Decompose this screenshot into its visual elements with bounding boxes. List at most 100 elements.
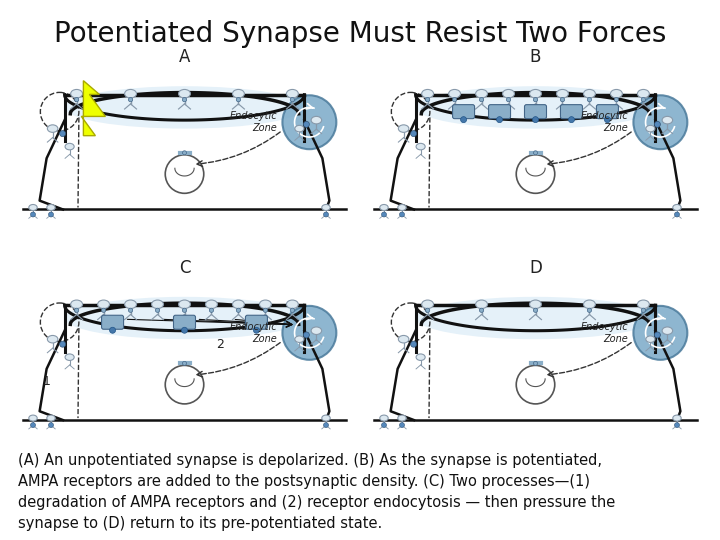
Ellipse shape (311, 327, 322, 334)
Circle shape (236, 308, 240, 312)
Ellipse shape (503, 90, 515, 98)
Circle shape (654, 332, 660, 338)
Ellipse shape (476, 300, 487, 308)
Circle shape (382, 423, 387, 428)
Circle shape (323, 423, 328, 428)
Circle shape (282, 306, 336, 360)
Circle shape (60, 131, 66, 137)
Circle shape (569, 117, 575, 123)
Ellipse shape (125, 90, 137, 98)
Circle shape (102, 308, 106, 312)
Circle shape (634, 306, 688, 360)
Ellipse shape (397, 205, 406, 211)
Ellipse shape (583, 90, 595, 98)
Circle shape (30, 212, 35, 217)
Ellipse shape (557, 90, 568, 98)
Text: B: B (530, 48, 541, 66)
Circle shape (303, 122, 310, 127)
Ellipse shape (233, 300, 244, 308)
Ellipse shape (65, 297, 305, 339)
Ellipse shape (71, 90, 83, 98)
Circle shape (452, 98, 456, 102)
Ellipse shape (48, 335, 58, 343)
Text: (A) An unpotentiated synapse is depolarized. (B) As the synapse is potentiated,
: (A) An unpotentiated synapse is depolari… (18, 453, 616, 531)
Ellipse shape (672, 205, 681, 211)
Circle shape (533, 117, 539, 123)
Ellipse shape (422, 300, 433, 308)
FancyBboxPatch shape (102, 315, 124, 329)
Circle shape (48, 423, 53, 428)
Circle shape (74, 308, 78, 312)
Text: A: A (179, 48, 190, 66)
Ellipse shape (529, 90, 541, 98)
Ellipse shape (205, 300, 217, 308)
Ellipse shape (152, 300, 163, 308)
Ellipse shape (398, 125, 409, 132)
Ellipse shape (637, 300, 649, 308)
Circle shape (60, 341, 66, 347)
FancyBboxPatch shape (524, 105, 546, 119)
Ellipse shape (672, 415, 681, 421)
FancyBboxPatch shape (246, 315, 267, 329)
Text: Endocytic
Zone: Endocytic Zone (581, 111, 629, 133)
Ellipse shape (179, 90, 191, 98)
Circle shape (675, 212, 680, 217)
Ellipse shape (646, 336, 655, 342)
Ellipse shape (416, 143, 426, 150)
Circle shape (497, 117, 503, 123)
Ellipse shape (322, 205, 330, 211)
Circle shape (156, 308, 160, 312)
Circle shape (210, 308, 214, 312)
Circle shape (323, 212, 328, 217)
Circle shape (480, 308, 484, 312)
Ellipse shape (48, 125, 58, 132)
Circle shape (410, 341, 417, 347)
Ellipse shape (47, 205, 55, 211)
Circle shape (654, 122, 660, 127)
Text: Endocytic
Zone: Endocytic Zone (230, 322, 277, 343)
Text: 1: 1 (42, 375, 50, 388)
Circle shape (400, 423, 405, 428)
Text: Endocytic
Zone: Endocytic Zone (581, 322, 629, 343)
Circle shape (461, 117, 467, 123)
Circle shape (74, 98, 78, 102)
Ellipse shape (380, 205, 388, 211)
Polygon shape (81, 80, 105, 136)
Text: D: D (529, 259, 542, 276)
Circle shape (30, 423, 35, 428)
Ellipse shape (529, 300, 541, 308)
Ellipse shape (287, 90, 298, 98)
Circle shape (534, 361, 538, 366)
Ellipse shape (65, 354, 74, 360)
Ellipse shape (65, 86, 305, 129)
Circle shape (182, 361, 186, 366)
Text: Endocytic
Zone: Endocytic Zone (230, 111, 277, 133)
Circle shape (109, 327, 116, 333)
Ellipse shape (646, 125, 655, 132)
Ellipse shape (294, 336, 304, 342)
Ellipse shape (380, 415, 388, 421)
Ellipse shape (662, 117, 672, 124)
Circle shape (634, 95, 688, 149)
Circle shape (282, 95, 336, 149)
Ellipse shape (71, 300, 83, 308)
FancyBboxPatch shape (596, 105, 618, 119)
Circle shape (303, 332, 310, 338)
Ellipse shape (179, 300, 191, 308)
Circle shape (642, 98, 646, 102)
Circle shape (506, 98, 510, 102)
Circle shape (534, 308, 538, 312)
Circle shape (264, 308, 268, 312)
Ellipse shape (415, 86, 655, 129)
Circle shape (560, 98, 564, 102)
Ellipse shape (65, 143, 74, 150)
Circle shape (181, 327, 187, 333)
FancyBboxPatch shape (453, 105, 474, 119)
Ellipse shape (29, 205, 37, 211)
Text: 2: 2 (217, 338, 225, 351)
Circle shape (534, 98, 538, 102)
Ellipse shape (637, 90, 649, 98)
Ellipse shape (233, 90, 244, 98)
Circle shape (182, 98, 186, 102)
Circle shape (410, 131, 417, 137)
